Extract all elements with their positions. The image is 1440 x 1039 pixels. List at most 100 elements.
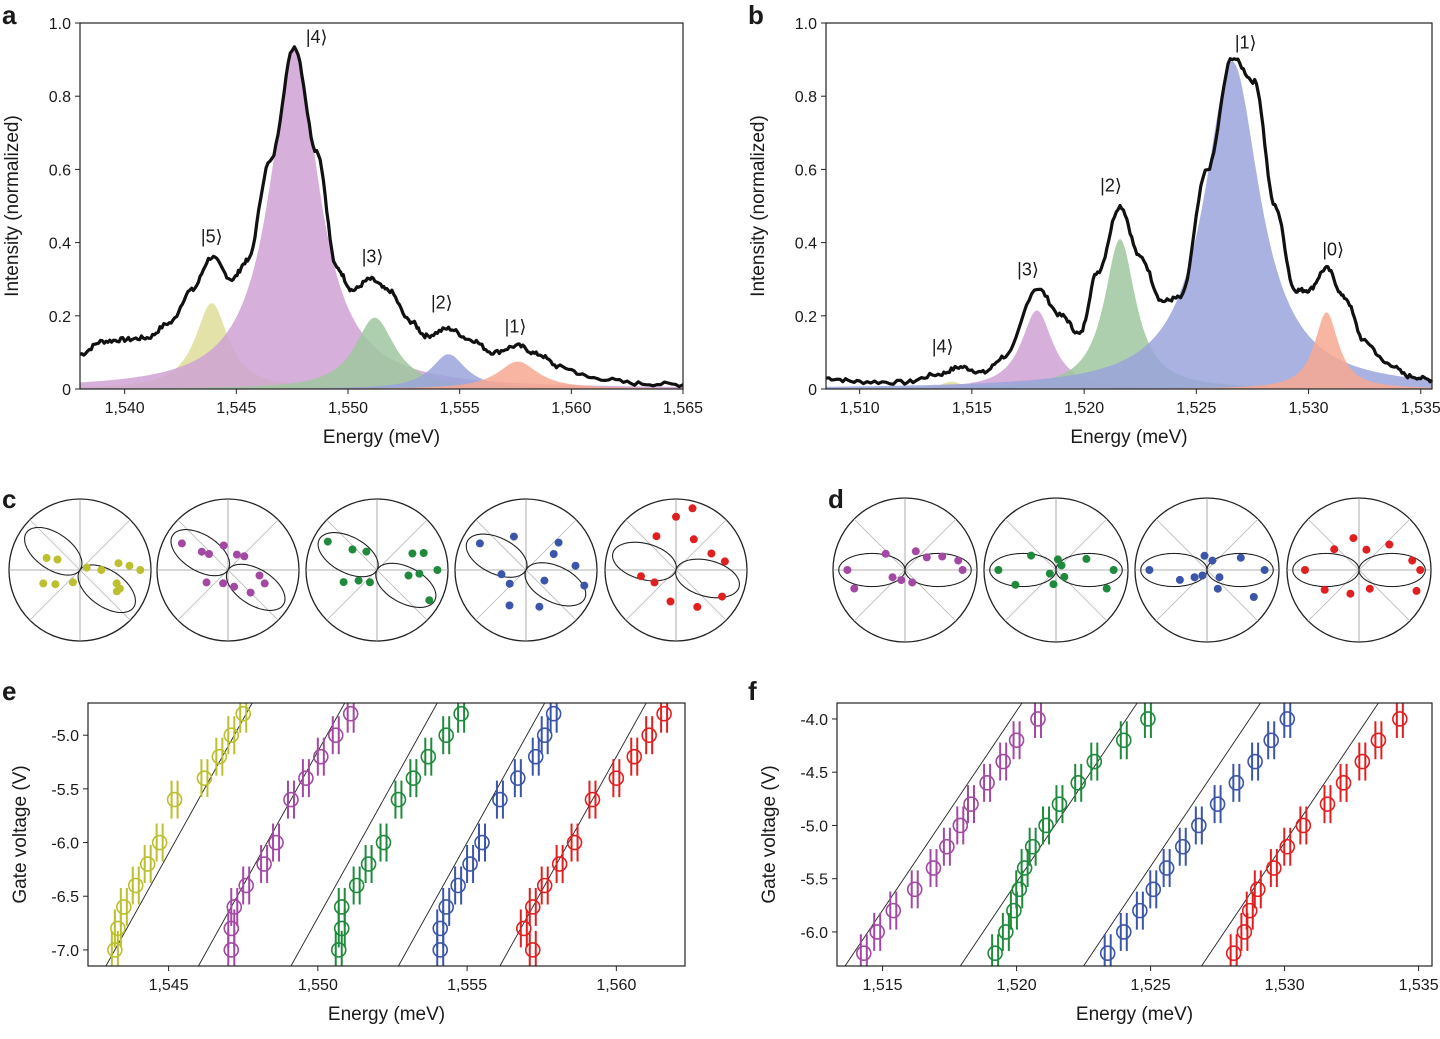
- polar-data-point: [693, 602, 702, 611]
- polar-data-point: [415, 569, 424, 578]
- polarization-fit-curve: [838, 552, 972, 588]
- data-point: [256, 856, 272, 872]
- polar-data-point: [707, 549, 716, 558]
- polar-data-point: [1175, 575, 1184, 584]
- y-tick-label: -7.0: [51, 943, 79, 960]
- data-point: [127, 877, 144, 894]
- data-point: [656, 705, 672, 722]
- polar-data-point: [362, 547, 371, 556]
- data-point: [545, 705, 562, 722]
- data-point: [856, 945, 872, 962]
- polar-data-point: [1102, 584, 1111, 593]
- polar-data-point: [718, 592, 727, 601]
- x-tick-label: 1,510: [840, 400, 880, 417]
- polar-data-point: [637, 572, 645, 581]
- data-point: [342, 705, 359, 722]
- data-point: [1236, 924, 1253, 940]
- data-point: [1099, 945, 1116, 962]
- y-tick-label: -5.5: [800, 872, 828, 889]
- x-tick-label: 1,565: [663, 400, 703, 417]
- data-point: [453, 705, 469, 722]
- spectrum-chart-a: |5⟩ |4⟩ |3⟩ |2⟩ |1⟩ 1,540 1,545 1,550 1,555 1,560…: [2, 16, 703, 448]
- data-point: [1158, 860, 1175, 876]
- polar-data-point: [260, 579, 269, 588]
- polarization-fit-curve: [612, 541, 740, 599]
- peak-label: |2⟩: [431, 292, 453, 312]
- x-tick-label: 1,540: [105, 400, 145, 417]
- data-point: [1140, 711, 1156, 727]
- data-point: [536, 727, 553, 744]
- polar-data-point: [1200, 551, 1209, 560]
- polar-data-point: [136, 566, 145, 574]
- x-tick-label: 1,520: [997, 977, 1037, 994]
- polar-data-point: [535, 602, 544, 611]
- data-point: [1241, 902, 1258, 919]
- polar-data-point: [39, 579, 48, 588]
- data-point: [390, 791, 407, 808]
- data-point: [420, 748, 437, 765]
- data-point: [492, 791, 508, 808]
- x-tick-label: 1,550: [298, 977, 338, 994]
- gate-voltage-chart-e: 1,545 1,550 1,555 1,560 -7.0 -6.5 -6.0 -5.5 -5.0…: [10, 702, 686, 1025]
- data-point: [139, 856, 156, 872]
- data-point: [987, 945, 1003, 962]
- panel-label-f: f: [748, 676, 757, 706]
- data-point: [641, 727, 657, 744]
- polar-data-point: [1213, 584, 1222, 593]
- data-point: [348, 877, 365, 894]
- data-point: [1011, 881, 1028, 898]
- polar-data-point: [1190, 573, 1199, 582]
- polar-data-point: [68, 578, 77, 587]
- data-point: [166, 791, 183, 808]
- data-point: [1008, 732, 1025, 749]
- data-point: [1051, 796, 1068, 812]
- data-point: [906, 881, 923, 898]
- polar-data-point: [922, 553, 931, 562]
- x-tick-label: 1,525: [1131, 977, 1171, 994]
- x-tick-label: 1,555: [440, 400, 480, 417]
- data-point: [110, 920, 126, 937]
- data-point: [196, 770, 213, 786]
- gate-voltage-chart-f: 1,515 1,520 1,525 1,530 1,535 -6.0 -5.5 -5.0 -4.…: [759, 702, 1439, 1025]
- peak-label: |3⟩: [1017, 260, 1039, 280]
- polar-data-point: [540, 576, 549, 585]
- polar-data-point: [339, 578, 348, 587]
- data-point: [566, 834, 583, 851]
- polar-data-point: [1362, 545, 1371, 554]
- polar-data-point: [1011, 580, 1020, 589]
- data-point: [462, 856, 478, 872]
- polar-data-point: [53, 555, 62, 564]
- data-point: [313, 748, 329, 765]
- data-point: [885, 902, 902, 919]
- polar-data-point: [505, 601, 514, 610]
- peak-label: |5⟩: [201, 227, 223, 247]
- polar-data-point: [365, 578, 374, 587]
- polar-data-point: [1385, 540, 1394, 549]
- x-tick-label: 1,545: [216, 400, 256, 417]
- y-tick-label: 0.8: [795, 89, 817, 106]
- x-tick-label: 1,555: [447, 977, 487, 994]
- polar-data-point: [1109, 566, 1118, 574]
- data-point: [223, 942, 240, 958]
- data-point: [998, 924, 1014, 940]
- polar-data-point: [666, 597, 675, 606]
- data-point: [1228, 775, 1245, 791]
- polarization-fit-curve: [465, 533, 587, 607]
- polar-data-point: [1236, 553, 1245, 562]
- polar-data-point: [112, 579, 121, 588]
- polar-data-point: [1408, 556, 1417, 565]
- polar-data-point: [1365, 584, 1374, 593]
- polar-data-point: [197, 547, 206, 556]
- data-point: [979, 775, 995, 791]
- polar-data-point: [114, 559, 123, 568]
- data-point: [1263, 732, 1279, 749]
- polarization-fit-curve: [989, 552, 1123, 588]
- data-point: [1174, 838, 1191, 855]
- peak-label: |3⟩: [362, 247, 384, 267]
- polarization-fit-curve: [1292, 552, 1426, 588]
- polar-data-point: [177, 539, 186, 548]
- polar-data-point: [650, 578, 659, 587]
- plot-frame: [836, 702, 1433, 967]
- y-tick-label: -6.0: [800, 925, 828, 942]
- data-point: [238, 877, 255, 894]
